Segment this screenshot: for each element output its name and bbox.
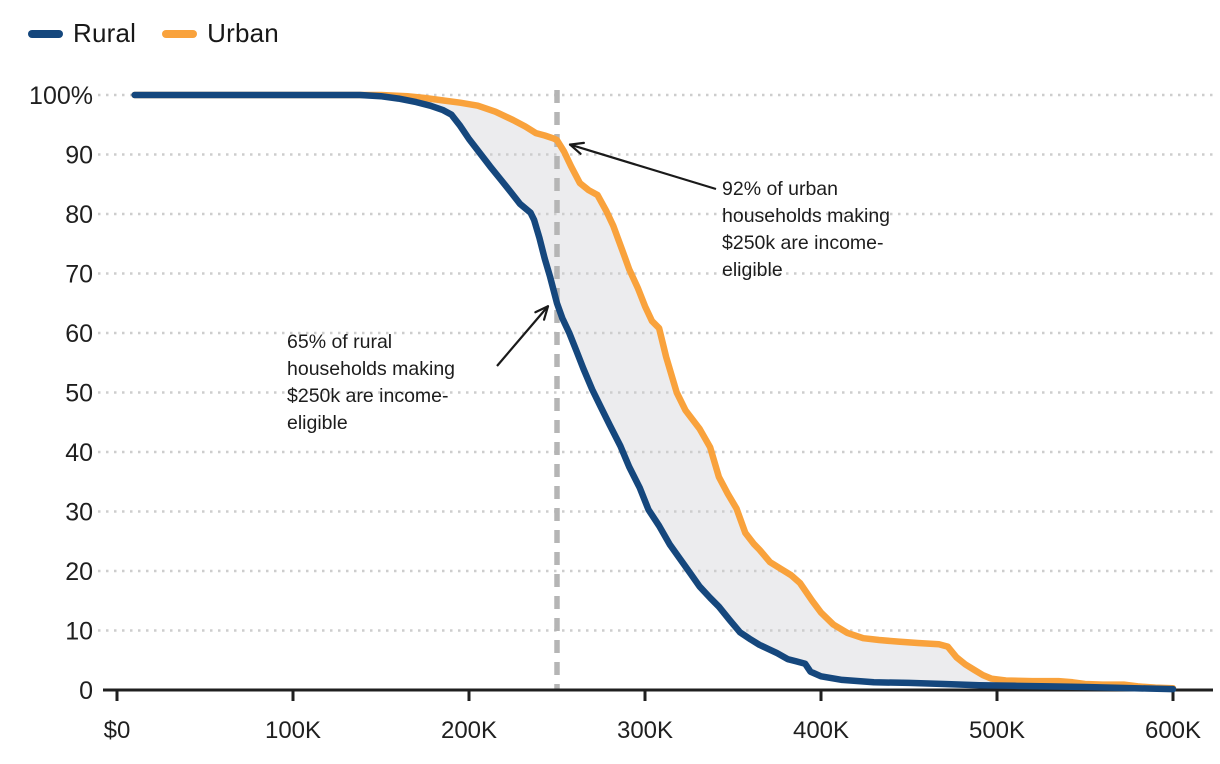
x-tick-label: $0: [104, 717, 131, 744]
fill-between-region: [134, 95, 1174, 690]
y-tick-label: 70: [65, 261, 93, 289]
annotation-line: eligible: [722, 259, 783, 281]
arrow-urban-note: [569, 143, 717, 191]
annotation-line: $250k are income-: [722, 232, 884, 254]
legend-label-rural: Rural: [73, 18, 137, 48]
legend-item-rural[interactable]: Rural: [28, 18, 136, 49]
y-tick-label: 10: [65, 618, 93, 646]
legend-label-urban: Urban: [207, 18, 279, 48]
y-tick-label: 90: [65, 142, 93, 170]
annotation-line: eligible: [287, 412, 348, 434]
y-tick-label: 100%: [29, 82, 93, 110]
urban-series-swatch-icon: [162, 29, 198, 38]
x-tick-label: 200K: [441, 717, 497, 744]
x-tick-label: 100K: [265, 717, 321, 744]
arrow-rural-note-head: [542, 305, 550, 321]
annotation-line: 92% of urban: [722, 178, 839, 200]
x-tick-label: 400K: [793, 717, 849, 744]
arrow-rural-note: [496, 305, 549, 367]
annotation-rural-note: 65% of rural households making $250k are…: [287, 329, 455, 437]
annotation-line: households making: [287, 358, 456, 380]
y-tick-label: 50: [65, 380, 93, 408]
rural-series-swatch-icon: [28, 29, 63, 38]
legend: Rural Urban: [28, 18, 305, 49]
annotation-line: 65% of rural: [287, 331, 393, 353]
x-tick-label: 300K: [617, 717, 673, 744]
y-tick-label: 20: [65, 558, 93, 586]
annotation-line: $250k are income-: [287, 385, 449, 407]
annotation-line: households making: [722, 205, 891, 227]
series-line-urban: [131, 91, 1177, 692]
y-tick-label: 60: [65, 320, 93, 348]
annotation-urban-note: 92% of urban households making $250k are…: [722, 176, 890, 284]
x-tick-label: 600K: [1145, 717, 1201, 744]
x-tick-label: 500K: [969, 717, 1025, 744]
arrow-urban-note-head: [568, 143, 582, 155]
legend-item-urban[interactable]: Urban: [162, 18, 279, 49]
arrow-rural-note-head: [534, 305, 550, 314]
y-tick-label: 30: [65, 499, 93, 527]
series-line-rural: [131, 91, 1177, 693]
y-tick-label: 0: [79, 677, 93, 705]
y-tick-label: 40: [65, 439, 93, 467]
y-tick-label: 80: [65, 201, 93, 229]
arrow-urban-note-head: [568, 141, 585, 146]
